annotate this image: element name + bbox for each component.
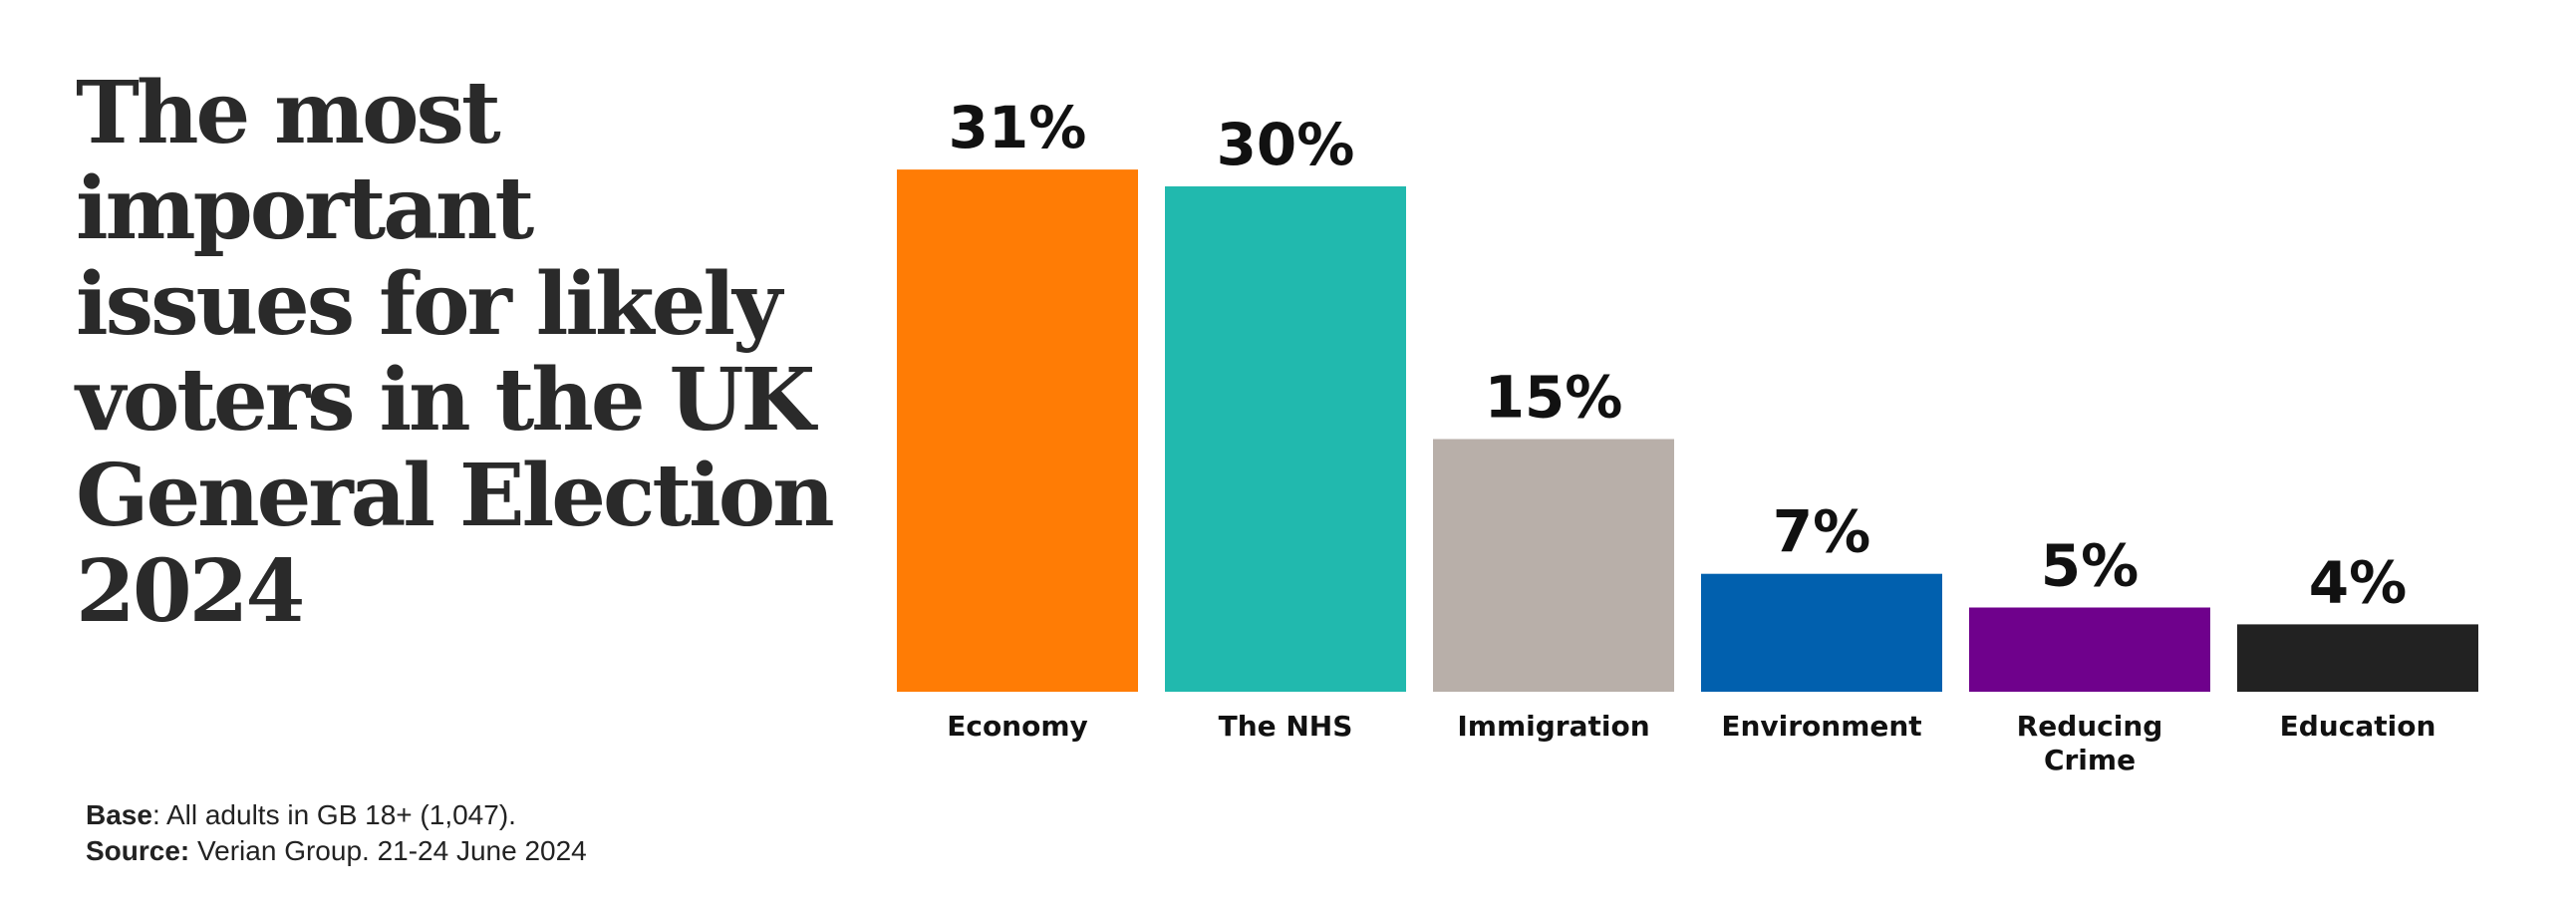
category-label-the-nhs: The NHS <box>1219 710 1353 743</box>
bar-immigration <box>1433 439 1674 692</box>
category-label-immigration: Immigration <box>1457 710 1649 743</box>
bar-reducing-crime <box>1969 607 2210 692</box>
value-label-immigration: 15% <box>1485 364 1623 432</box>
source-note: Source: Verian Group. 21-24 June 2024 <box>86 833 587 869</box>
category-label-economy: Economy <box>947 710 1088 743</box>
value-label-education: 4% <box>2309 548 2407 616</box>
value-label-reducing-crime: 5% <box>2041 532 2139 600</box>
category-label-environment: Environment <box>1721 710 1921 743</box>
chart-title: The most important issues for likely vot… <box>76 63 835 642</box>
category-label-education: Education <box>2280 710 2436 743</box>
footnote: Base: All adults in GB 18+ (1,047). Sour… <box>86 797 587 869</box>
bar-the-nhs <box>1165 186 1406 692</box>
base-note: Base: All adults in GB 18+ (1,047). <box>86 797 587 833</box>
source-label: Source: <box>86 835 190 866</box>
bar-environment <box>1701 573 1942 692</box>
bar-education <box>2237 624 2478 692</box>
source-text: Verian Group. 21-24 June 2024 <box>189 835 587 866</box>
bar-economy <box>897 169 1138 693</box>
value-label-economy: 31% <box>949 94 1087 161</box>
base-text: : All adults in GB 18+ (1,047). <box>151 799 516 830</box>
value-label-environment: 7% <box>1773 498 1870 566</box>
base-label: Base <box>86 799 152 830</box>
value-label-the-nhs: 30% <box>1217 111 1355 178</box>
category-label-reducing-crime: Reducing Crime <box>2017 710 2163 776</box>
